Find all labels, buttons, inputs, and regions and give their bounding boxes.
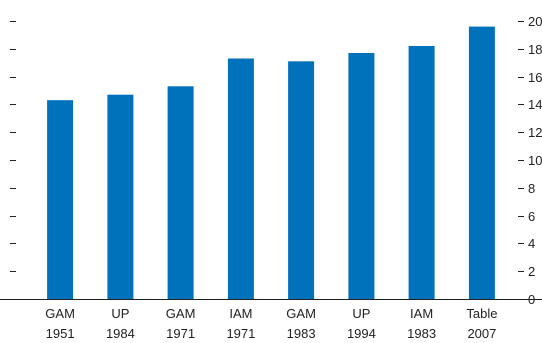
y-tick-label: 16 [528,70,542,85]
y-tick-label: 18 [528,42,542,57]
x-tick-label: 1971 [166,326,195,341]
bar [409,46,435,299]
x-tick-label: GAM [45,306,75,321]
x-tick-label: 1971 [226,326,255,341]
left-axis-ticks [10,22,16,272]
y-tick-label: 4 [528,236,535,251]
y-tick-label: 14 [528,97,542,112]
x-tick-label: IAM [229,306,252,321]
x-tick-label: 1984 [106,326,135,341]
x-tick-label: GAM [286,306,316,321]
bar [469,27,495,299]
x-tick-label: UP [111,306,129,321]
bar [107,95,133,299]
bar [348,53,374,299]
x-tick-label: 1994 [347,326,376,341]
y-tick-label: 6 [528,209,535,224]
bars [47,27,495,299]
y-tick-label: 10 [528,153,542,168]
x-tick-label: 1951 [46,326,75,341]
y-tick-label: 12 [528,125,542,140]
y-tick-label: 8 [528,181,535,196]
bar [168,86,194,299]
y-tick-label: 2 [528,264,535,279]
x-tick-label: 1983 [407,326,436,341]
y-tick-label: 20 [528,14,542,29]
x-tick-label: 2007 [467,326,496,341]
x-tick-label: 1983 [287,326,316,341]
x-axis-labels: GAM 1951 UP 1984 GAM 1971 IAM 1971 GAM 1983 UP 1994… [45,306,497,341]
x-tick-label: UP [352,306,370,321]
x-tick-label: GAM [166,306,196,321]
bar [288,61,314,299]
bar [228,59,254,300]
x-tick-label: Table [466,306,497,321]
bar [47,100,73,299]
x-tick-label: IAM [410,306,433,321]
